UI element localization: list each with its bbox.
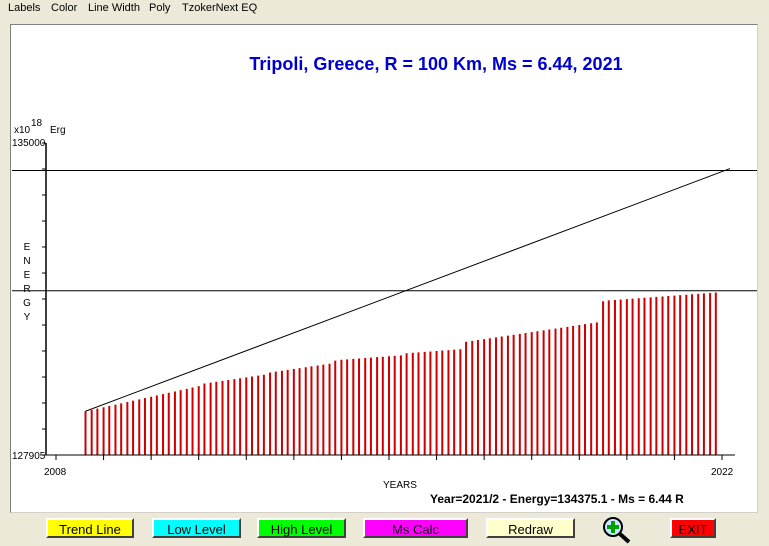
axes [42,142,735,460]
low-level-button[interactable]: Low Level [152,518,241,538]
menu-poly[interactable]: Poly [149,2,171,14]
chart-title: Tripoli, Greece, R = 100 Km, Ms = 6.44, … [249,54,622,74]
trend-line-button[interactable]: Trend Line [46,518,134,538]
x-axis-label: YEARS [383,480,417,491]
status-readout: Year=2021/2 - Energy=134375.1 - Ms = 6.4… [430,492,684,506]
y-axis-label-letter: E [24,242,31,253]
redraw-button[interactable]: Redraw [486,518,575,538]
y-axis-label-letter: Y [24,312,31,323]
zoom-button[interactable] [599,514,633,544]
menu-labels[interactable]: Labels [8,2,41,14]
y-axis-label-letter: G [23,298,31,309]
menu-line-width[interactable]: Line Width [88,2,140,14]
y-axis-label-letter: N [23,256,30,267]
trend-line [85,168,731,412]
menu-color[interactable]: Color [51,2,78,14]
y-axis-label-letter: R [23,284,30,295]
y-unit-prefix: x10 [14,125,31,136]
y-unit-exponent: 18 [31,118,43,129]
exit-button[interactable]: EXIT [670,518,716,538]
x-start-label: 2008 [44,467,67,478]
y-min-label: 127905 [12,451,46,462]
zoom-in-icon [603,517,631,544]
reference-lines [12,168,757,412]
y-max-label: 135000 [12,138,46,149]
bar-series [84,292,717,455]
high-level-button[interactable]: High Level [257,518,346,538]
y-unit: Erg [50,125,66,136]
y-axis-label-letter: E [24,270,31,281]
menu-tzoker-next-eq[interactable]: TzokerNext EQ [182,2,258,14]
ms-calc-button[interactable]: Ms Calc [363,518,468,538]
x-end-label: 2022 [711,467,734,478]
menu-bar: Labels Color Line Width Poly TzokerNext … [0,0,769,18]
